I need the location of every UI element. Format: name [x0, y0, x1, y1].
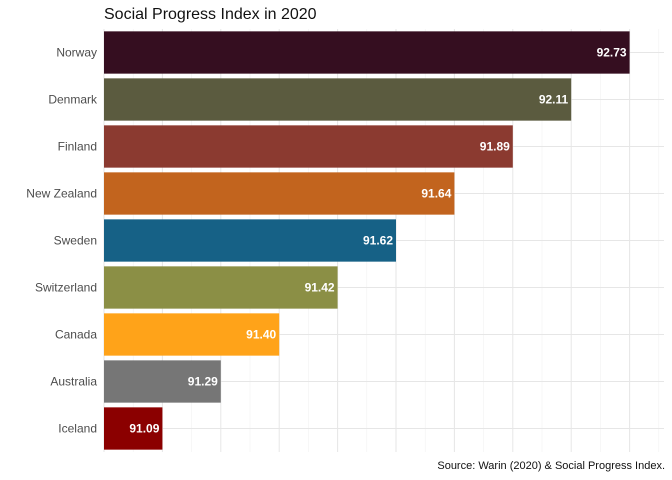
value-label: 92.73 — [597, 46, 627, 60]
bars — [104, 31, 630, 450]
category-label: Switzerland — [35, 281, 97, 295]
category-label: Finland — [58, 140, 97, 154]
chart-caption: Source: Warin (2020) & Social Progress I… — [437, 460, 665, 472]
category-label: Iceland — [58, 422, 97, 436]
bar-denmark — [104, 78, 572, 121]
value-label: 91.62 — [363, 234, 393, 248]
category-label: Sweden — [54, 234, 97, 248]
value-label: 91.29 — [188, 375, 218, 389]
category-label: Norway — [56, 46, 97, 60]
value-label: 91.42 — [305, 281, 335, 295]
category-label: New Zealand — [26, 187, 97, 201]
bar-sweden — [104, 219, 396, 262]
bar-norway — [104, 31, 630, 74]
value-label: 91.09 — [129, 422, 159, 436]
value-labels: 92.73 92.11 91.89 91.64 91.62 91.42 91.40 91.29… — [129, 46, 627, 436]
bar-switzerland — [104, 266, 338, 309]
bar-iceland — [104, 407, 163, 450]
value-label: 91.64 — [421, 187, 451, 201]
category-label: Australia — [50, 375, 97, 389]
bar-canada — [104, 313, 280, 356]
bar-finland — [104, 125, 513, 168]
bar-australia — [104, 360, 221, 403]
category-label: Canada — [55, 328, 97, 342]
value-label: 92.11 — [539, 93, 569, 107]
value-label: 91.89 — [480, 140, 510, 154]
bar-new-zealand — [104, 172, 455, 215]
category-label: Denmark — [48, 93, 98, 107]
category-labels: Norway Denmark Finland New Zealand Sweden Swi… — [26, 46, 98, 436]
chart-title: Social Progress Index in 2020 — [104, 6, 317, 23]
value-label: 91.40 — [246, 328, 276, 342]
